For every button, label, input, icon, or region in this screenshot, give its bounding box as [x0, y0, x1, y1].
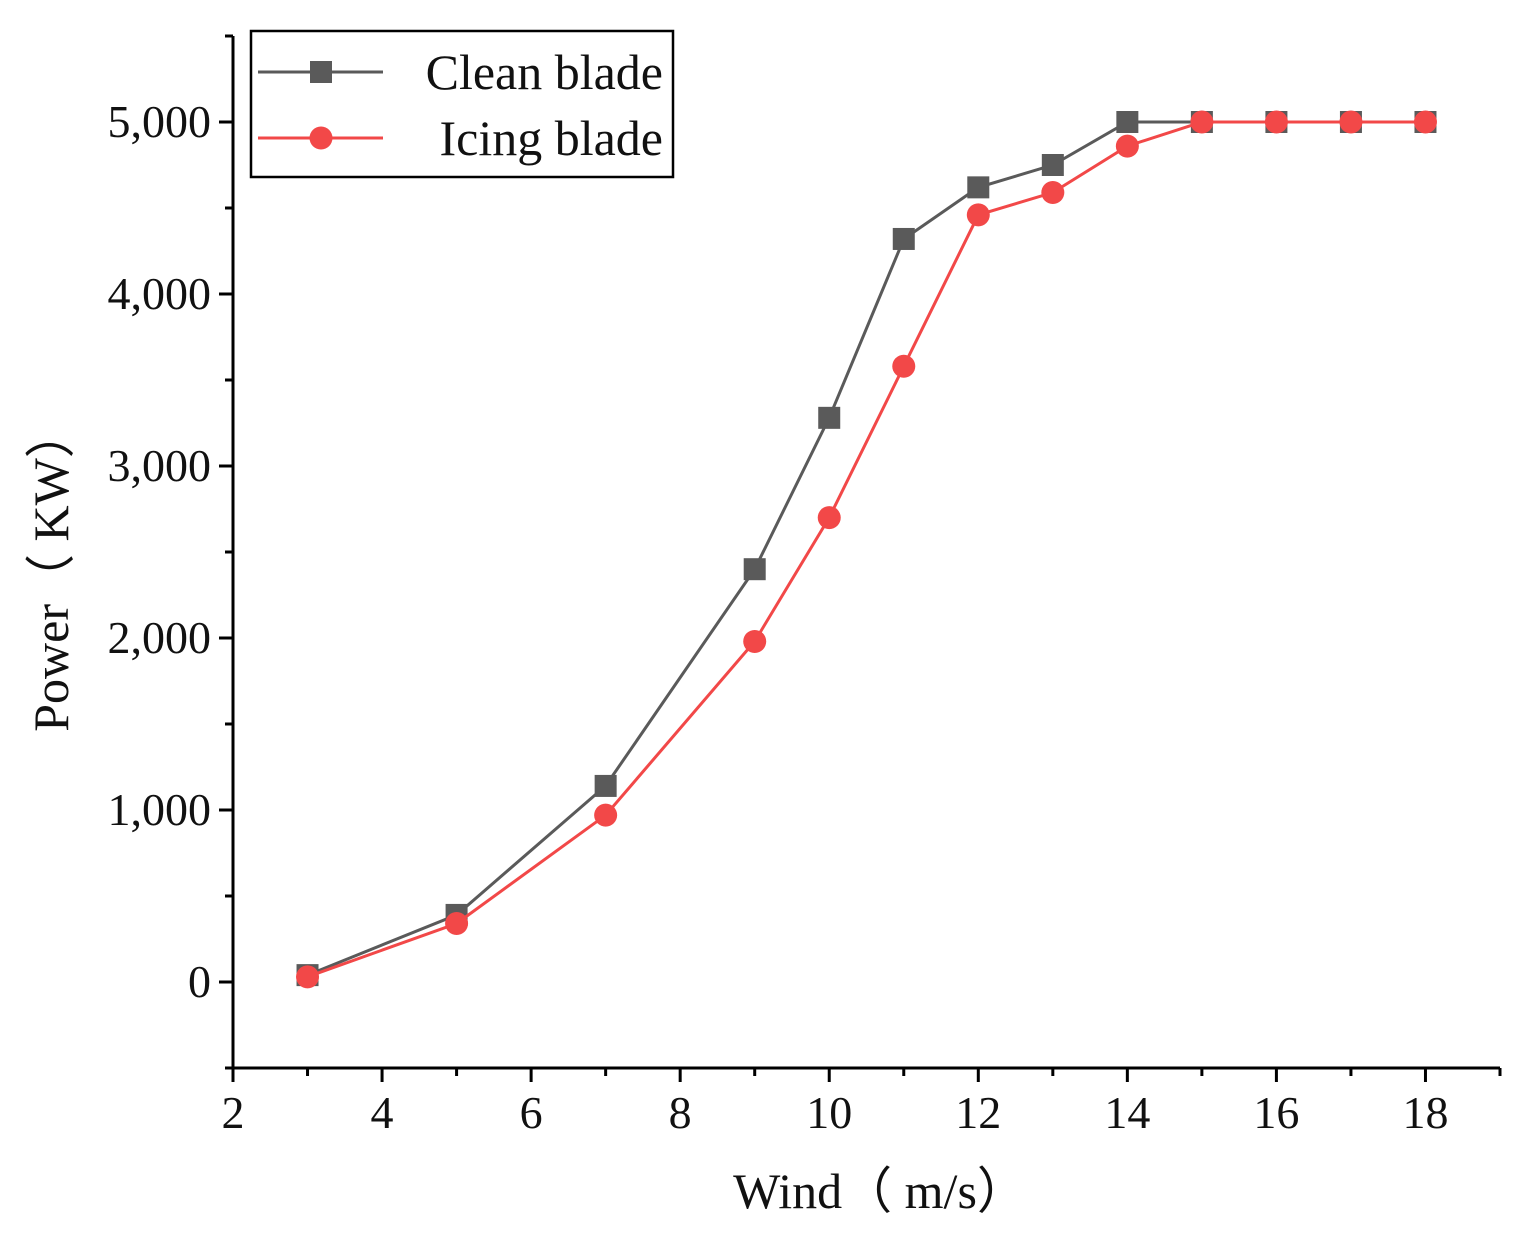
x-tick-label: 16: [1253, 1087, 1299, 1138]
x-tick-label: 18: [1402, 1087, 1448, 1138]
x-tick-label: 4: [371, 1087, 394, 1138]
data-point-circle: [966, 203, 990, 227]
data-point-circle: [445, 912, 469, 936]
series-clean-blade: [296, 111, 1437, 987]
data-point-circle: [1190, 110, 1214, 134]
data-point-circle: [1339, 110, 1363, 134]
data-point-circle: [743, 629, 767, 653]
x-tick-label: 14: [1104, 1087, 1150, 1138]
data-point-circle: [817, 506, 841, 530]
series-line: [306, 120, 1426, 979]
axes: 2 4 6 8 10 12 14 16 18 0 1,000 2,000 3,000 4,000 5,000: [108, 34, 1502, 1138]
y-tick-label: 0: [188, 956, 211, 1007]
data-point-square: [818, 406, 841, 429]
x-axis-title: Wind（ m/s）: [733, 1163, 1027, 1219]
data-point-square: [892, 227, 915, 250]
legend-marker-square: [310, 61, 332, 83]
x-tick-label: 2: [222, 1087, 245, 1138]
series-icing-blade: [296, 110, 1437, 989]
series-layer: [296, 110, 1437, 989]
x-tick-label: 8: [669, 1087, 692, 1138]
data-point-square: [1041, 154, 1064, 176]
y-tick-label: 5,000: [108, 96, 212, 147]
data-point-square: [594, 774, 617, 797]
data-point-circle: [594, 803, 618, 827]
y-axis-title: Power（ KW）: [23, 408, 79, 732]
y-tick-label: 1,000: [108, 784, 212, 835]
x-tick-label: 12: [955, 1087, 1001, 1138]
data-point-circle: [892, 354, 916, 378]
data-point-circle: [1115, 134, 1139, 158]
legend-marker-circle: [309, 126, 333, 150]
legend: Clean blade Icing blade: [249, 29, 675, 179]
x-tick-label: 10: [806, 1087, 852, 1138]
data-point-square: [1116, 111, 1139, 133]
data-point-circle: [1041, 181, 1065, 205]
data-point-circle: [1264, 110, 1288, 134]
data-point-square: [743, 558, 766, 581]
series-line: [306, 120, 1426, 977]
data-point-circle: [296, 965, 320, 989]
y-tick-label: 2,000: [108, 612, 212, 663]
data-point-square: [967, 176, 990, 199]
legend-label: Clean blade: [426, 44, 663, 100]
y-tick-label: 3,000: [108, 440, 212, 491]
legend-box: [249, 29, 675, 179]
legend-label: Icing blade: [439, 110, 663, 166]
data-point-circle: [1413, 110, 1437, 134]
y-tick-label: 4,000: [108, 268, 212, 319]
x-tick-label: 6: [520, 1087, 543, 1138]
